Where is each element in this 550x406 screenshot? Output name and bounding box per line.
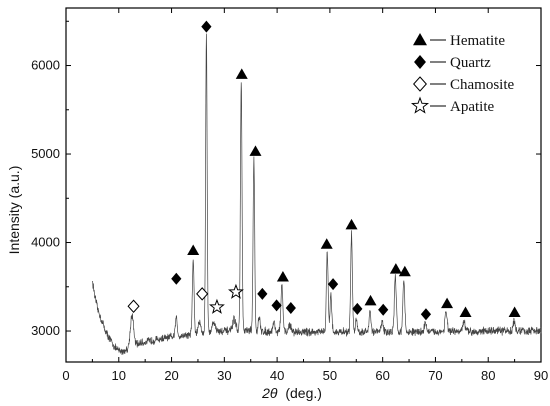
legend-label: Apatite xyxy=(450,99,494,115)
peak-marker-hematite xyxy=(441,297,454,309)
peak-marker-hematite xyxy=(249,145,262,156)
peak-marker-apatite xyxy=(228,283,244,299)
x-tick-label: 30 xyxy=(217,368,231,383)
peak-markers xyxy=(127,20,521,321)
peak-marker-hematite xyxy=(345,218,358,230)
y-tick-label: 4000 xyxy=(31,235,60,250)
legend-symbol-apatite xyxy=(410,96,430,114)
legend-symbol-hematite xyxy=(413,33,427,46)
x-tick-label: 70 xyxy=(428,368,442,383)
peak-marker-hematite xyxy=(459,306,472,317)
peak-marker-apatite xyxy=(209,298,225,314)
y-axis-label: Intensity (a.u.) xyxy=(6,166,22,255)
legend-symbol-chamosite xyxy=(413,76,427,92)
peak-marker-quartz xyxy=(285,302,296,315)
peak-marker-quartz xyxy=(352,302,363,315)
peak-marker-quartz xyxy=(257,287,268,300)
x-tick-label: 0 xyxy=(62,368,69,383)
legend-label: Hematite xyxy=(450,33,505,49)
x-axis-unit: (deg.) xyxy=(285,385,322,401)
x-tick-label: 40 xyxy=(270,368,284,383)
legend-label: Chamosite xyxy=(450,77,515,93)
tick-labels: 0 10 20 30 40 50 60 70 80 90 3000 4000 5000 6000 xyxy=(31,58,548,383)
y-tick-label: 6000 xyxy=(31,58,60,73)
legend: Hematite Quartz Chamosite Apatite xyxy=(410,33,515,115)
peak-marker-chamosite xyxy=(127,299,140,313)
legend-symbol-quartz xyxy=(414,55,426,69)
legend-label: Quartz xyxy=(450,55,491,71)
peak-marker-hematite xyxy=(320,238,333,249)
x-tick-label: 10 xyxy=(112,368,126,383)
x-tick-label: 90 xyxy=(534,368,548,383)
peak-marker-quartz xyxy=(201,20,212,33)
peak-marker-hematite xyxy=(187,244,200,255)
peak-marker-hematite xyxy=(389,263,402,274)
peak-marker-hematite xyxy=(276,271,289,282)
y-tick-label: 3000 xyxy=(31,323,60,338)
x-axis-label: 2θ (deg.) xyxy=(261,385,322,401)
peak-marker-chamosite xyxy=(196,287,209,301)
x-tick-label: 60 xyxy=(375,368,389,383)
peak-marker-hematite xyxy=(235,68,248,79)
diffraction-curve-layer xyxy=(92,33,542,355)
x-tick-label: 20 xyxy=(164,368,178,383)
x-axis-variable: 2θ xyxy=(261,385,278,401)
peak-marker-quartz xyxy=(378,303,389,316)
peak-marker-hematite xyxy=(364,294,377,306)
diffraction-curve xyxy=(92,33,542,355)
peak-marker-hematite xyxy=(508,306,521,317)
y-tick-label: 5000 xyxy=(31,146,60,161)
peak-marker-quartz xyxy=(271,299,282,312)
peak-marker-quartz xyxy=(420,308,432,321)
plot-axes xyxy=(65,7,542,363)
peak-marker-hematite xyxy=(398,265,411,277)
peak-marker-quartz xyxy=(327,278,339,291)
peak-marker-quartz xyxy=(171,272,182,285)
x-tick-label: 80 xyxy=(481,368,495,383)
x-tick-label: 50 xyxy=(323,368,337,383)
